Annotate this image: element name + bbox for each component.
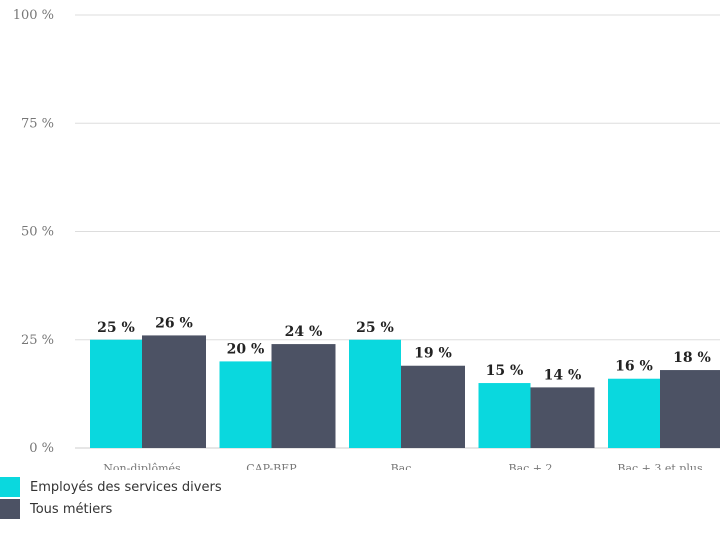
data-label-employes-3: 15 % xyxy=(486,363,524,379)
data-label-tous-metiers-2: 19 % xyxy=(414,346,452,362)
legend-swatch-employes xyxy=(0,477,20,497)
data-label-employes-2: 25 % xyxy=(356,320,394,336)
data-label-employes-0: 25 % xyxy=(97,320,135,336)
bar-chart: 0 % 25 % 50 % 75 % 100 % 25 % 26 % Non-diplômés… xyxy=(13,8,720,470)
y-tick-label-100: 100 % xyxy=(13,8,54,23)
legend-swatch-tous-metiers xyxy=(0,499,20,519)
bar-tous-metiers-3 xyxy=(530,387,595,448)
data-label-employes-4: 16 % xyxy=(615,359,653,375)
data-label-employes-1: 20 % xyxy=(227,341,265,357)
y-tick-label-25: 25 % xyxy=(21,333,54,348)
bar-employes-2 xyxy=(349,339,401,448)
bar-tous-metiers-0 xyxy=(142,335,206,448)
data-label-tous-metiers-0: 26 % xyxy=(155,315,193,331)
bar-employes-0 xyxy=(90,339,142,448)
y-tick-label-50: 50 % xyxy=(21,225,54,240)
x-tick-label-3: Bac + 2 xyxy=(508,462,552,470)
x-tick-label-2: Bac xyxy=(391,462,412,470)
bar-employes-4 xyxy=(608,378,660,448)
bar-tous-metiers-2 xyxy=(401,365,465,448)
data-label-tous-metiers-4: 18 % xyxy=(673,350,711,366)
legend-label-employes: Employés des services divers xyxy=(30,479,222,495)
x-tick-label-1: CAP-BEP xyxy=(246,462,297,470)
legend-item-tous-metiers[interactable]: Tous métiers xyxy=(0,498,222,520)
x-tick-label-0: Non-diplômés xyxy=(103,462,181,470)
bar-tous-metiers-1 xyxy=(271,344,336,448)
bar-tous-metiers-4 xyxy=(660,370,720,448)
legend-item-employes[interactable]: Employés des services divers xyxy=(0,476,222,498)
y-tick-label-75: 75 % xyxy=(21,116,54,131)
y-tick-label-0: 0 % xyxy=(29,441,54,456)
data-label-tous-metiers-3: 14 % xyxy=(544,367,582,383)
bar-employes-1 xyxy=(219,361,272,448)
legend: Employés des services divers Tous métier… xyxy=(0,476,222,520)
legend-label-tous-metiers: Tous métiers xyxy=(30,501,113,517)
x-tick-label-4: Bac + 3 et plus xyxy=(617,462,703,470)
bar-employes-3 xyxy=(478,383,531,448)
data-label-tous-metiers-1: 24 % xyxy=(285,324,323,340)
